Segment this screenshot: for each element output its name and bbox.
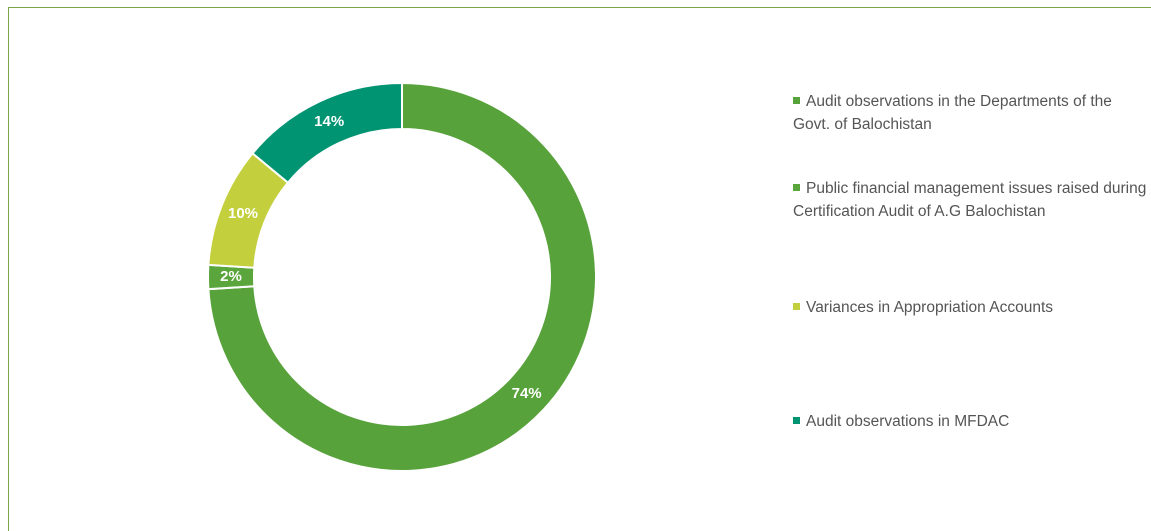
legend-swatch [793, 303, 800, 310]
legend-label: Audit observations in the Departments of… [793, 93, 1112, 133]
legend-item: Audit observations in the Departments of… [793, 90, 1148, 136]
donut-segment [251, 81, 403, 185]
frame [8, 7, 1151, 531]
legend-swatch [793, 97, 800, 104]
legend-label: Audit observations in MFDAC [806, 413, 1010, 430]
donut-segment [207, 81, 597, 472]
legend-item: Variances in Appropriation Accounts [793, 296, 1148, 319]
legend-swatch [793, 184, 800, 191]
legend-label: Public financial management issues raise… [793, 180, 1147, 220]
data-label: 10% [228, 205, 258, 222]
legend-item: Audit observations in MFDAC [793, 410, 1148, 433]
data-label: 2% [220, 268, 242, 285]
legend-item: Public financial management issues raise… [793, 177, 1148, 223]
data-label: 14% [314, 113, 344, 130]
legend-label: Variances in Appropriation Accounts [806, 299, 1054, 316]
data-label: 74% [512, 385, 542, 402]
legend-swatch [793, 417, 800, 424]
